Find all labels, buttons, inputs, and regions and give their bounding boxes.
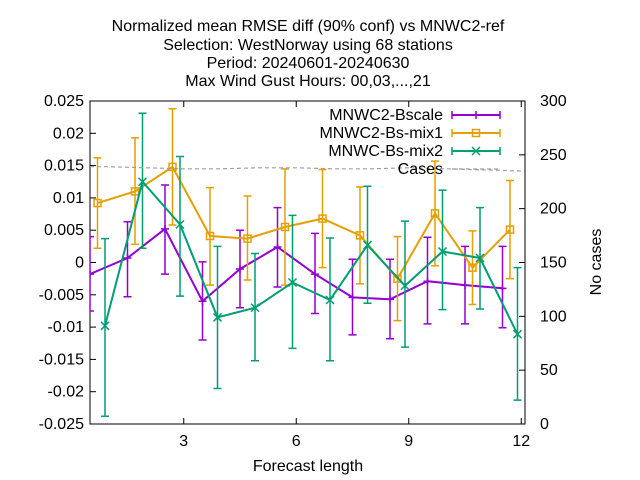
legend: MNWC2-BscaleMNWC2-Bs-mix1MNWC-Bs-mix2Cas… — [319, 107, 501, 178]
y-tick-label: -0.01 — [48, 319, 85, 336]
error-bar — [101, 237, 109, 417]
data-point — [250, 303, 260, 313]
data-point — [100, 321, 110, 331]
y2-tick-label: 150 — [540, 255, 567, 272]
error-bar — [468, 230, 477, 306]
data-point — [318, 214, 327, 223]
y-tick-label: -0.02 — [48, 384, 85, 401]
data-point — [437, 246, 448, 257]
y2-tick-label: 250 — [540, 147, 567, 164]
y-tick-label: 0.02 — [53, 125, 84, 142]
data-point — [498, 284, 507, 293]
legend-label: MNWC2-Bscale — [329, 107, 443, 124]
data-point — [137, 177, 148, 187]
data-point — [325, 295, 335, 305]
error-bar — [431, 160, 439, 267]
data-point — [512, 329, 523, 339]
series-line — [90, 227, 503, 303]
data-point — [461, 281, 469, 290]
error-bar — [438, 189, 447, 311]
data-point — [198, 297, 207, 306]
error-bar — [206, 186, 214, 286]
data-point — [130, 187, 140, 196]
data-point — [386, 295, 394, 304]
x-tick-label: 12 — [512, 433, 530, 450]
y-tick-label: -0.005 — [39, 287, 84, 304]
error-bar — [131, 137, 139, 246]
title-line-4: Max Wind Gust Hours: 00,03,...,21 — [185, 73, 431, 90]
error-bar — [401, 220, 409, 348]
y2-tick-label: 0 — [540, 416, 549, 433]
data-point — [475, 253, 485, 263]
data-point — [423, 277, 432, 286]
error-bar — [243, 195, 252, 281]
y-tick-label: 0.01 — [53, 190, 84, 207]
series-line-cases — [90, 166, 522, 172]
data-point — [93, 198, 102, 208]
plot-frame — [89, 100, 526, 425]
y-tick-label: 0.005 — [44, 222, 84, 239]
data-point — [273, 242, 282, 251]
legend-label: Cases — [398, 161, 443, 178]
data-point — [468, 263, 477, 272]
data-point — [471, 128, 481, 138]
data-point — [168, 162, 177, 172]
y-tick-label: -0.025 — [39, 416, 84, 433]
chart-title: Normalized mean RMSE diff (90% conf) vs … — [112, 18, 505, 90]
legend-swatch-caps — [451, 147, 501, 155]
plot-area: -0.025 -0.02 -0.015 -0.01 -0.005 0 0.005 0.01 0.… — [39, 93, 567, 450]
y2-tick-label: 100 — [540, 308, 567, 325]
series-line — [97, 165, 511, 281]
title-line-1: Normalized mean RMSE diff (90% conf) vs … — [112, 18, 505, 35]
data-point — [362, 240, 373, 250]
data-point — [236, 264, 244, 273]
data-point — [161, 224, 169, 233]
y-tick-label: 0.015 — [44, 158, 84, 175]
error-bar — [318, 168, 327, 269]
data-layer — [90, 108, 523, 417]
data-point — [430, 209, 440, 218]
data-point — [505, 225, 515, 234]
y2-tick-label: 300 — [540, 93, 567, 110]
title-line-2: Selection: WestNorway using 68 stations — [163, 37, 453, 54]
error-bar — [176, 155, 184, 297]
data-point — [123, 253, 132, 262]
y2-tick-label: 50 — [540, 362, 558, 379]
data-point — [205, 231, 215, 241]
data-point — [472, 111, 480, 119]
error-bar — [506, 179, 514, 280]
x-axis-label: Forecast length — [253, 458, 363, 475]
x-tick-label: 6 — [292, 433, 301, 450]
series-line — [104, 179, 519, 335]
legend-swatch-caps — [451, 111, 501, 119]
y-tick-label: 0.025 — [44, 93, 84, 110]
error-bar — [93, 157, 102, 250]
y2-tick-label: 200 — [540, 201, 567, 218]
data-point — [393, 274, 402, 283]
data-point — [471, 146, 481, 156]
y-tick-label: 0 — [75, 255, 84, 272]
y-tick-label: -0.015 — [39, 351, 84, 368]
data-point — [175, 219, 185, 229]
legend-label: MNWC2-Bs-mix1 — [319, 125, 443, 142]
data-point — [280, 222, 290, 232]
data-point — [287, 277, 298, 288]
data-point — [400, 281, 410, 291]
error-bar — [90, 235, 94, 312]
data-point — [348, 293, 357, 302]
legend-swatch-caps — [451, 129, 501, 137]
data-point — [355, 231, 365, 240]
legend-label: MNWC-Bs-mix2 — [328, 143, 443, 160]
data-point — [90, 270, 94, 279]
error-bar — [168, 108, 177, 226]
x-tick-label: 9 — [404, 433, 413, 450]
data-point — [311, 270, 319, 279]
y2-axis-label: No cases — [588, 229, 605, 296]
x-tick-label: 3 — [179, 433, 188, 450]
data-point — [212, 312, 223, 322]
error-bar — [356, 186, 364, 285]
data-point — [243, 234, 252, 243]
title-line-3: Period: 20240601-20240630 — [207, 55, 410, 72]
